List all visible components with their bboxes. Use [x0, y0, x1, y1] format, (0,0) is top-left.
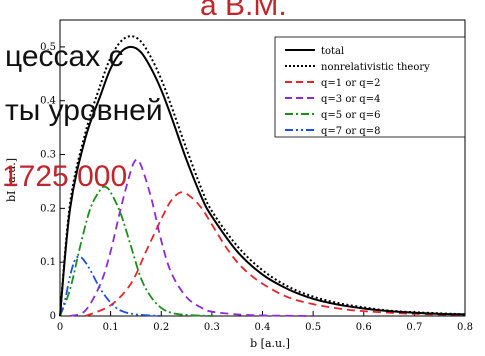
- series-q3-q4: [69, 158, 314, 317]
- y-tick-label: 0.2: [40, 203, 56, 214]
- series-q5-q6: [59, 185, 212, 317]
- legend-label-total: total: [321, 46, 344, 57]
- slide-overlay-text: а В.М. цессах с ты уровней 1725 000: [2, 0, 287, 193]
- overlay-line-1: а В.М.: [200, 0, 287, 22]
- x-tick-label: 0.5: [305, 322, 321, 333]
- legend-label-q56: q=5 or q=6: [321, 110, 380, 121]
- x-tick-label: 0.3: [204, 322, 220, 333]
- overlay-line-2: цессах с: [5, 40, 124, 73]
- x-tick-label: 0.2: [153, 322, 169, 333]
- x-tick-label: 0.6: [356, 322, 372, 333]
- overlay-line-3: ты уровней: [5, 94, 163, 127]
- legend-label-q12: q=1 or q=2: [321, 78, 380, 89]
- legend-box: [274, 36, 466, 138]
- x-tick-label: 0.1: [103, 322, 119, 333]
- legend-label-q34: q=3 or q=4: [321, 94, 380, 105]
- x-tick-label: 0: [57, 322, 63, 333]
- legend-label-q78: q=7 or q=8: [321, 126, 380, 137]
- overlay-line-4: 1725 000: [2, 160, 127, 193]
- y-tick-label: 0.3: [40, 150, 56, 161]
- x-tick-label: 0.8: [457, 322, 473, 333]
- series-q1-q2: [84, 191, 466, 317]
- legend-label-nonrelativistic: nonrelativistic theory: [321, 62, 430, 73]
- series-nonrelativistic: [59, 35, 466, 317]
- x-tick-label: 0.4: [255, 322, 271, 333]
- x-tick-label: 0.7: [406, 322, 422, 333]
- series-q7-q8: [59, 255, 162, 317]
- x-axis-label: b [a.u.]: [250, 337, 290, 350]
- series-layer: [59, 35, 466, 317]
- series-total: [59, 45, 466, 317]
- y-tick-label: 0: [50, 311, 56, 322]
- y-tick-label: 0.4: [40, 96, 56, 107]
- y-tick-label: 0.5: [40, 42, 56, 53]
- legend: total nonrelativistic theory q=1 or q=2 …: [274, 36, 466, 138]
- y-tick-label: 0.1: [40, 257, 56, 268]
- y-axis-label: bI [a.u.]: [5, 158, 18, 202]
